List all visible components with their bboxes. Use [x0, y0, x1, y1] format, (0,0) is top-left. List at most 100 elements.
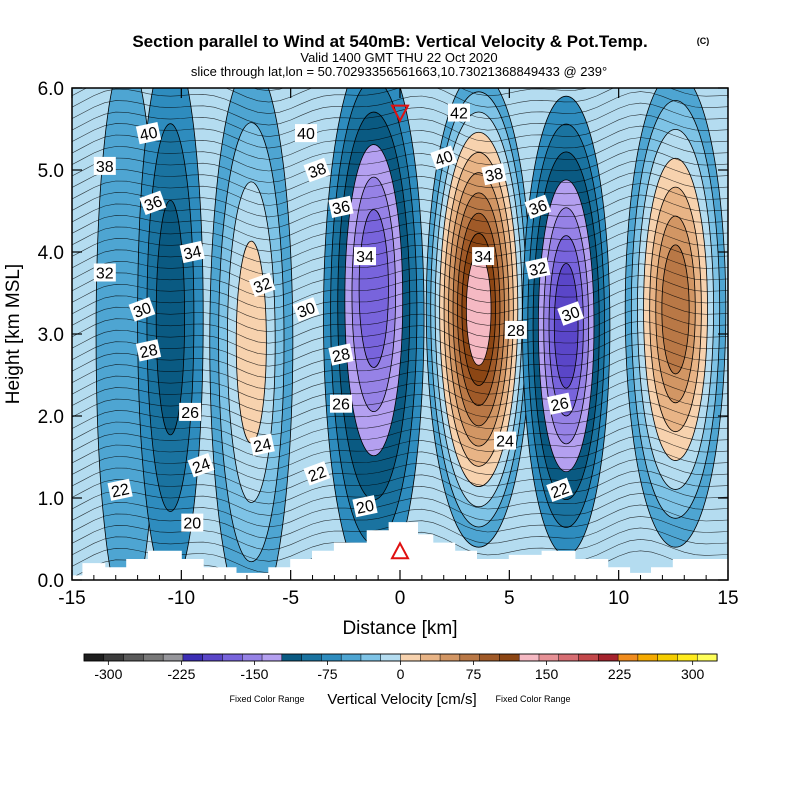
- theta-isentrope: [72, 206, 728, 241]
- theta-isentrope: [72, 240, 728, 275]
- y-tick-label: 2.0: [38, 407, 64, 428]
- theta-label: 28: [504, 320, 527, 340]
- theta-label-box: [135, 122, 162, 145]
- x-tick-label: -10: [168, 588, 195, 609]
- theta-label-text: 28: [507, 323, 525, 340]
- theta-label-text: 24: [496, 434, 514, 451]
- y-axis-label: Height [km MSL]: [3, 264, 24, 404]
- theta-label: 24: [494, 431, 516, 451]
- theta-label-text: 24: [252, 436, 273, 456]
- theta-label-layer: 4038363432302826242220322440383634302826…: [93, 103, 585, 533]
- theta-label-box: [93, 263, 116, 282]
- colorbar-swatch: [558, 653, 580, 662]
- theta-label-text: 40: [297, 126, 315, 143]
- axes: -15 -10 -5 0 5 10 15 0.0 1.0 2.0 3.0 4.0 5.0 6.0: [38, 79, 739, 609]
- colorbar-swatch: [83, 653, 105, 662]
- theta-label: 36: [524, 194, 552, 219]
- theta-label: 40: [135, 122, 162, 145]
- theta-isentrope: [72, 274, 728, 310]
- colorbar-swatch: [222, 653, 243, 662]
- colorbar-swatch: [103, 653, 125, 662]
- theta-isentrope: [72, 194, 728, 229]
- theta-isentrope: [72, 412, 728, 447]
- colorbar-swatch: [677, 653, 698, 662]
- x-tick-label: 0: [395, 588, 406, 609]
- theta-isentrope: [72, 263, 728, 298]
- theta-label-box: [525, 257, 551, 280]
- theta-isentrope: [72, 148, 728, 183]
- colorbar-swatch: [143, 653, 164, 662]
- theta-label: 36: [139, 190, 167, 216]
- theta-label: 40: [295, 124, 317, 143]
- y-tick-label: 3.0: [38, 325, 64, 346]
- y-tick-label: 0.0: [38, 571, 64, 592]
- x-tick-label: -5: [282, 588, 299, 609]
- plot-area: [72, 88, 728, 580]
- vv-contour: [358, 209, 389, 368]
- theta-isentrope: [72, 458, 728, 493]
- theta-label-text: 34: [356, 249, 374, 266]
- colorbar-swatch: [439, 653, 461, 662]
- theta-label-box: [303, 461, 331, 486]
- theta-isentrope: [72, 343, 728, 379]
- theta-label: 40: [430, 145, 458, 170]
- theta-label-text: 28: [138, 342, 159, 362]
- x-tick-label: -15: [58, 588, 85, 609]
- terrain: [72, 522, 728, 580]
- theta-label: 32: [248, 272, 276, 297]
- theta-label: 38: [303, 157, 331, 182]
- theta-label: 22: [303, 461, 331, 486]
- theta-label: 30: [557, 301, 585, 326]
- theta-label-text: 38: [96, 159, 114, 176]
- colorbar: -300 -225 -150 -75 0 75 150 225 300: [83, 653, 718, 682]
- theta-label-box: [472, 247, 495, 266]
- theta-label-box: [430, 145, 458, 170]
- theta-label-text: 26: [332, 397, 350, 414]
- theta-label-box: [330, 394, 352, 413]
- colorbar-swatch: [301, 653, 322, 662]
- vv-contour: [155, 199, 186, 436]
- theta-isentrope: [72, 493, 728, 528]
- theta-isentrope: [72, 320, 728, 356]
- theta-isentrope: [72, 366, 728, 401]
- theta-label-box: [354, 247, 376, 266]
- theta-label-box: [179, 240, 205, 264]
- theta-isentrope: [72, 286, 728, 321]
- colorbar-swatch: [123, 653, 144, 662]
- colorbar-tick-label: -300: [94, 666, 122, 682]
- theta-label: 20: [181, 513, 204, 533]
- theta-isentrope: [72, 435, 728, 470]
- theta-label-box: [187, 452, 215, 478]
- theta-label-text: 30: [295, 300, 318, 322]
- theta-label: 36: [328, 195, 354, 219]
- colorbar-tick-label: -225: [167, 666, 195, 682]
- theta-label-text: 30: [131, 300, 154, 322]
- theta-label: 42: [448, 103, 470, 123]
- theta-isentrope: [72, 229, 728, 264]
- theta-label-text: 36: [527, 197, 550, 219]
- theta-label-box: [181, 513, 204, 532]
- theta-label-text: 28: [331, 346, 352, 366]
- theta-isentrope: [72, 183, 728, 218]
- theta-label: 26: [546, 392, 573, 415]
- colorbar-swatch: [321, 653, 342, 662]
- x-tick-label: 15: [717, 588, 738, 609]
- colorbar-swatch: [281, 653, 303, 662]
- theta-isentrope: [72, 125, 728, 160]
- theta-label-box: [139, 190, 167, 216]
- theta-label-box: [128, 297, 156, 322]
- theta-isentrope: [72, 355, 728, 390]
- colorbar-swatch: [578, 653, 599, 662]
- theta-label-text: 34: [474, 249, 492, 266]
- marker-up-triangle: [390, 541, 410, 560]
- theta-isentrope: [72, 470, 728, 505]
- colorbar-swatch: [696, 653, 718, 662]
- marker-layer: [390, 104, 410, 560]
- theta-label-text: 22: [110, 481, 131, 501]
- colorbar-swatch: [182, 653, 204, 662]
- colorbar-tick-label: -150: [240, 666, 268, 682]
- theta-label: 34: [354, 247, 376, 266]
- theta-label-box: [494, 431, 516, 450]
- theta-label-text: 26: [181, 405, 199, 422]
